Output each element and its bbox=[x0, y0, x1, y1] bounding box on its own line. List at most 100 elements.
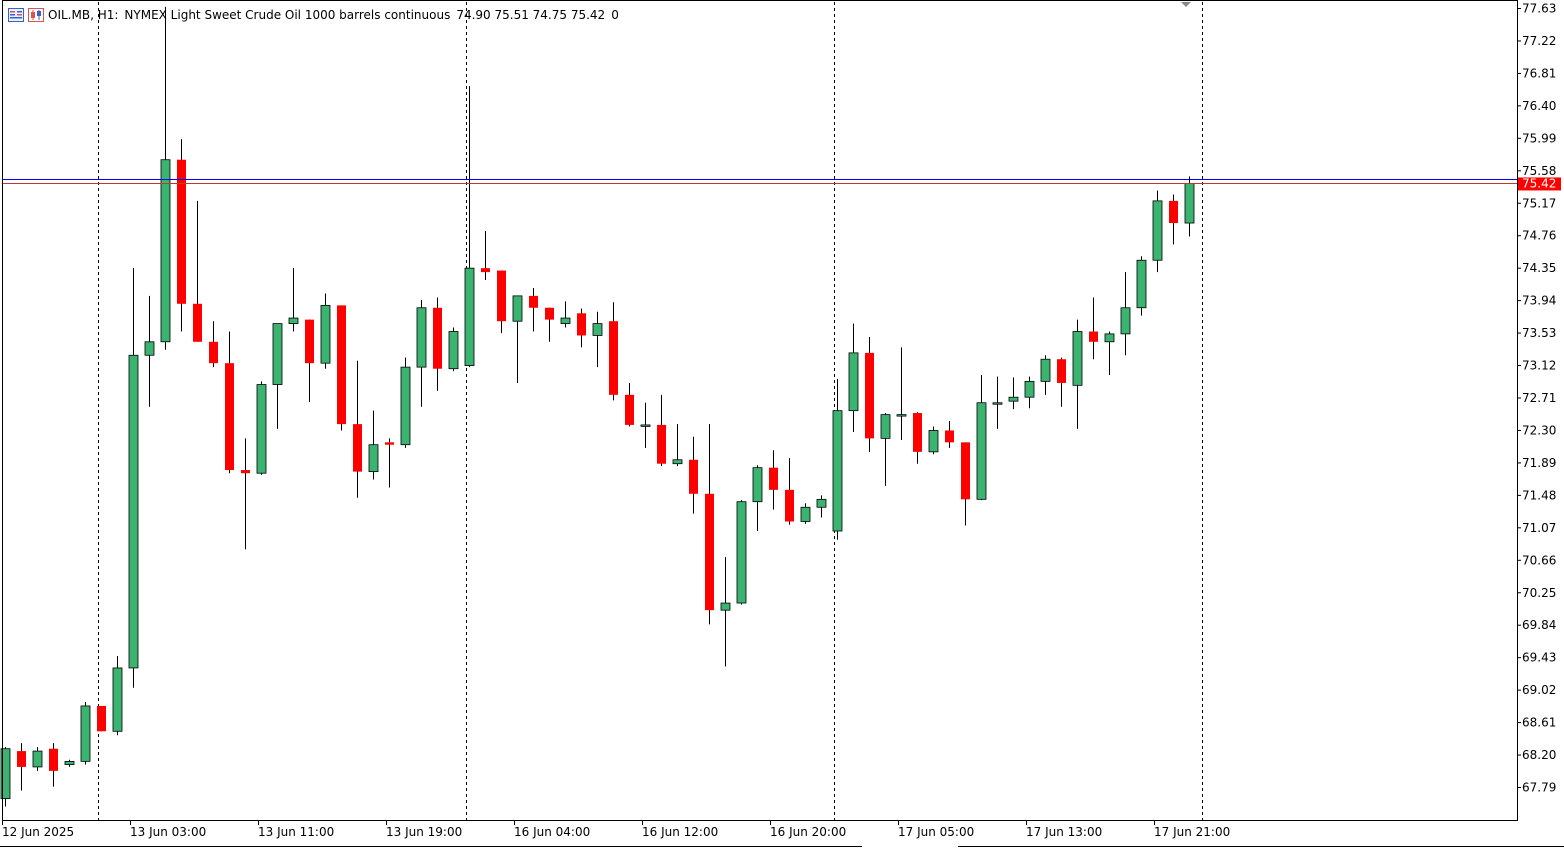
candle-body-bull bbox=[32, 750, 43, 768]
x-tick-label: 13 Jun 11:00 bbox=[258, 825, 334, 839]
candle-body-bull bbox=[640, 424, 651, 427]
candle-body-bear bbox=[241, 470, 250, 474]
x-tick-label: 13 Jun 03:00 bbox=[130, 825, 206, 839]
y-tick-label: 75.17 bbox=[1522, 196, 1556, 210]
candle-body-bull bbox=[512, 295, 523, 322]
candle-body-bull bbox=[272, 323, 283, 385]
candle-body-bear bbox=[225, 363, 234, 471]
candle bbox=[1040, 355, 1051, 395]
candle-body-bull bbox=[928, 430, 939, 453]
candle bbox=[609, 302, 618, 401]
candle bbox=[640, 402, 651, 448]
candle-body-bull bbox=[592, 323, 603, 336]
y-tick-label: 77.63 bbox=[1522, 2, 1556, 16]
candle-body-bull bbox=[896, 414, 907, 417]
candle-body-bull bbox=[400, 366, 411, 446]
y-tick-label: 76.40 bbox=[1522, 99, 1556, 113]
candle bbox=[625, 382, 634, 427]
candle-body-bull bbox=[816, 498, 827, 508]
candle-body-bull bbox=[448, 331, 459, 370]
y-tick-label: 77.22 bbox=[1522, 34, 1556, 48]
candle bbox=[1136, 256, 1147, 316]
candle-body-bear bbox=[385, 442, 394, 445]
plot-frame bbox=[2, 0, 1518, 821]
candle bbox=[112, 656, 123, 736]
symbol-description: NYMEX Light Sweet Crude Oil 1000 barrels… bbox=[124, 8, 451, 22]
candle-body-bull bbox=[0, 748, 11, 799]
candle-body-bear bbox=[961, 442, 970, 500]
candle bbox=[529, 287, 538, 332]
candle bbox=[1008, 377, 1019, 410]
candle bbox=[193, 200, 202, 342]
candle-body-bull bbox=[80, 705, 91, 762]
candle bbox=[209, 321, 218, 368]
x-tick-label: 17 Jun 21:00 bbox=[1154, 825, 1230, 839]
y-tick-label: 70.66 bbox=[1522, 553, 1556, 567]
candle-body-bear bbox=[609, 321, 618, 395]
candle-body-bear bbox=[1057, 359, 1066, 383]
candle bbox=[433, 297, 442, 391]
candle-body-bear bbox=[865, 352, 874, 439]
y-tick-label: 71.48 bbox=[1522, 488, 1556, 502]
y-tick-label: 75.58 bbox=[1522, 164, 1556, 178]
candle-body-bull bbox=[320, 304, 331, 364]
candle bbox=[464, 86, 475, 368]
candle bbox=[1024, 376, 1035, 409]
candle-body-bull bbox=[800, 506, 811, 522]
candle-body-bear bbox=[193, 303, 202, 342]
candle-body-bear bbox=[625, 394, 634, 425]
x-tick-label: 12 Jun 2025 bbox=[2, 825, 74, 839]
candle bbox=[560, 301, 571, 328]
volume-value: 0 bbox=[611, 8, 619, 22]
chart-window-icon bbox=[8, 8, 24, 22]
y-tick-label: 74.76 bbox=[1522, 229, 1556, 243]
candle bbox=[1184, 176, 1195, 237]
candle-body-bull bbox=[720, 602, 731, 611]
candle bbox=[545, 307, 554, 342]
candle bbox=[816, 495, 827, 518]
y-tick-label: 76.81 bbox=[1522, 66, 1556, 80]
candle bbox=[1152, 190, 1163, 273]
candle bbox=[1169, 194, 1178, 245]
y-tick-label: 72.30 bbox=[1522, 423, 1556, 437]
x-tick-label: 16 Jun 12:00 bbox=[642, 825, 718, 839]
candle-body-bear bbox=[705, 493, 714, 611]
candle bbox=[577, 308, 586, 348]
candle bbox=[961, 442, 970, 526]
candle-body-bear bbox=[97, 705, 106, 732]
candle-body-bear bbox=[17, 751, 26, 767]
candle-body-bull bbox=[416, 307, 427, 368]
candle-body-bear bbox=[1169, 200, 1178, 224]
candle bbox=[992, 376, 1003, 429]
candle-body-bull bbox=[1120, 307, 1131, 335]
candle-body-bull bbox=[368, 444, 379, 473]
candle-body-bear bbox=[529, 295, 538, 308]
candle bbox=[241, 438, 250, 550]
candle bbox=[705, 424, 714, 625]
candle bbox=[720, 557, 731, 667]
candle bbox=[128, 268, 139, 688]
candle-body-bull bbox=[992, 402, 1003, 405]
y-tick-label: 73.12 bbox=[1522, 359, 1556, 373]
candle bbox=[657, 394, 666, 467]
candle bbox=[945, 420, 954, 448]
candle-body-bull bbox=[880, 414, 891, 439]
chart-shift-marker[interactable] bbox=[1181, 2, 1191, 7]
ohlc-values: 74.90 75.51 74.75 75.42 bbox=[456, 8, 606, 22]
candles-chart-icon bbox=[28, 8, 44, 22]
candle-body-bull bbox=[256, 384, 267, 474]
y-tick-label: 69.43 bbox=[1522, 651, 1556, 665]
candle-body-bull bbox=[1152, 200, 1163, 261]
candle-body-bull bbox=[160, 159, 171, 343]
candle bbox=[976, 375, 987, 501]
candle-body-bear bbox=[769, 467, 778, 490]
candle bbox=[272, 323, 283, 429]
candle bbox=[0, 747, 11, 807]
candle-body-bull bbox=[464, 267, 475, 366]
candle-body-bear bbox=[497, 270, 506, 322]
candle bbox=[177, 139, 186, 332]
candle-body-bull bbox=[64, 760, 75, 765]
candle bbox=[448, 327, 459, 372]
